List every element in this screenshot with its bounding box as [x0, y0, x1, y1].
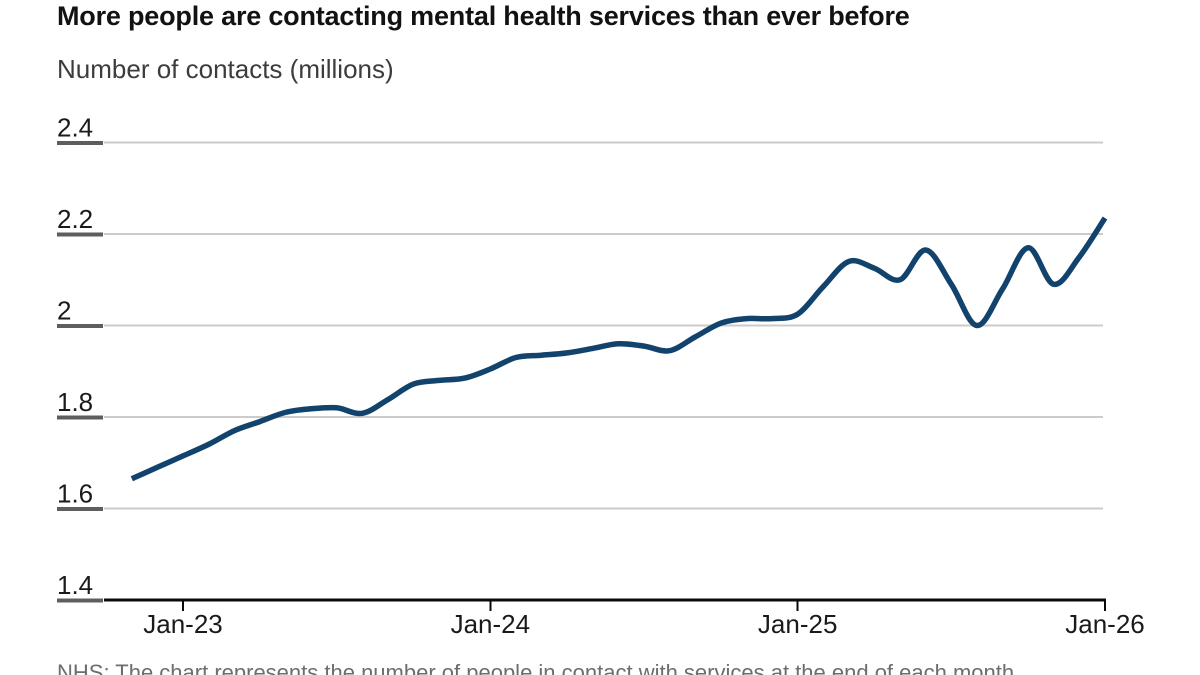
x-tick-label: Jan-23: [143, 609, 223, 639]
y-tick-label: 1.8: [57, 387, 93, 417]
y-tick-label: 2.4: [57, 113, 93, 143]
footnote-partially-cropped: NHS: The chart represents the number of …: [57, 660, 1015, 675]
y-tick-label: 1.6: [57, 479, 93, 509]
y-tick-label: 1.4: [57, 570, 93, 600]
y-tick-label: 2: [57, 296, 71, 326]
y-tick-stub: [57, 598, 103, 603]
y-tick-stub: [57, 141, 103, 145]
x-tick-label: Jan-26: [1065, 609, 1145, 639]
x-tick-label: Jan-24: [451, 609, 531, 639]
y-tick-stub: [57, 507, 103, 511]
y-tick-stub: [57, 232, 103, 237]
data-line-contacts: [130, 216, 1108, 482]
y-tick-label: 2.2: [57, 204, 93, 234]
y-tick-stub: [57, 415, 103, 420]
y-tick-stub: [57, 324, 103, 328]
x-tick-label: Jan-25: [758, 609, 838, 639]
chart-subtitle-y-axis-units: Number of contacts (millions): [57, 54, 394, 84]
chart-title: More people are contacting mental health…: [57, 1, 910, 31]
